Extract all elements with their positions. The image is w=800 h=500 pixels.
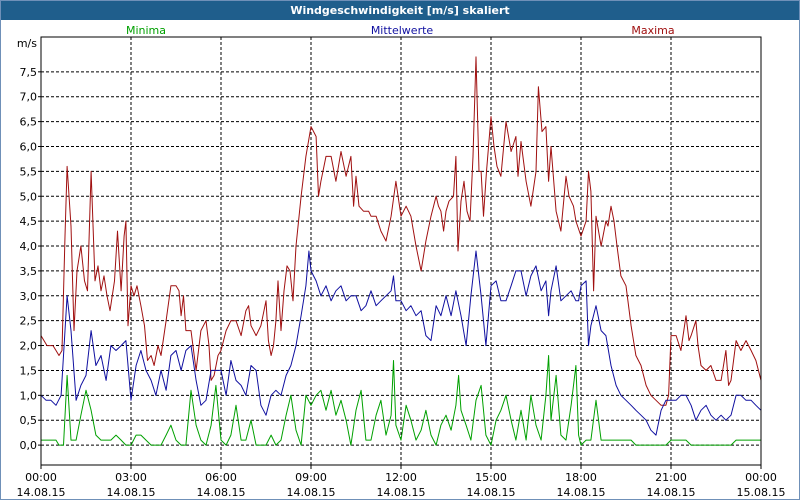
y-tick-label: 3,5 <box>20 265 38 278</box>
window-title: Windgeschwindigkeit [m/s] skaliert <box>1 1 799 20</box>
x-tick-time: 15:00 <box>475 471 507 484</box>
y-tick-label: 4,5 <box>20 215 38 228</box>
x-tick-date: 14.08.15 <box>467 486 516 499</box>
y-tick-label: 0,5 <box>20 414 38 427</box>
x-tick-date: 14.08.15 <box>287 486 336 499</box>
y-tick-label: 6,5 <box>20 116 38 129</box>
series-line-mittelwerte <box>40 250 762 436</box>
grid <box>41 37 761 465</box>
plot-frame <box>40 36 762 466</box>
labels: 0,0 0,5 1,0 1,5 2,0 2,5 3,0 3,5 4,0 4,5 5,0 5,5 6,0 6… <box>17 24 786 499</box>
legend-minima: Minima <box>126 24 166 37</box>
x-tick-date: 14.08.15 <box>17 486 66 499</box>
y-tick-label: 7,5 <box>20 66 38 79</box>
y-tick-label: 2,5 <box>20 315 38 328</box>
x-tick-date: 14.08.15 <box>107 486 156 499</box>
y-tick-label: 1,0 <box>20 389 38 402</box>
x-tick-time: 03:00 <box>115 471 147 484</box>
y-tick-label: 6,0 <box>20 140 38 153</box>
x-tick-date: 14.08.15 <box>197 486 246 499</box>
wind-speed-chart: 0,0 0,5 1,0 1,5 2,0 2,5 3,0 3,5 4,0 4,5 5,0 5,5 6,0 6… <box>17 24 786 499</box>
y-tick-label: 5,0 <box>20 190 38 203</box>
series-line-minima <box>41 355 761 446</box>
legend-mittelwerte: Mittelwerte <box>371 24 434 37</box>
series-line-maxima <box>40 56 762 406</box>
x-tick-date: 14.08.15 <box>377 486 426 499</box>
y-axis-label: m/s <box>17 37 37 50</box>
x-tick-time: 00:00 <box>745 471 777 484</box>
x-tick-time: 09:00 <box>295 471 327 484</box>
x-tick-time: 18:00 <box>565 471 597 484</box>
x-tick-date: 14.08.15 <box>557 486 606 499</box>
y-tick-label: 2,0 <box>20 340 38 353</box>
series-layer <box>40 56 762 446</box>
y-tick-label: 7,0 <box>20 91 38 104</box>
axes <box>38 36 762 469</box>
y-tick-label: 1,5 <box>20 364 38 377</box>
x-tick-date: 14.08.15 <box>647 486 696 499</box>
x-tick-time: 06:00 <box>205 471 237 484</box>
y-tick-label: 3,0 <box>20 290 38 303</box>
x-tick-time: 12:00 <box>385 471 417 484</box>
y-tick-label: 0,0 <box>20 439 38 452</box>
x-tick-date: 15.08.15 <box>737 486 786 499</box>
x-tick-time: 21:00 <box>655 471 687 484</box>
y-tick-label: 5,5 <box>20 165 38 178</box>
x-tick-time: 00:00 <box>25 471 57 484</box>
y-tick-label: 4,0 <box>20 240 38 253</box>
legend-maxima: Maxima <box>631 24 674 37</box>
